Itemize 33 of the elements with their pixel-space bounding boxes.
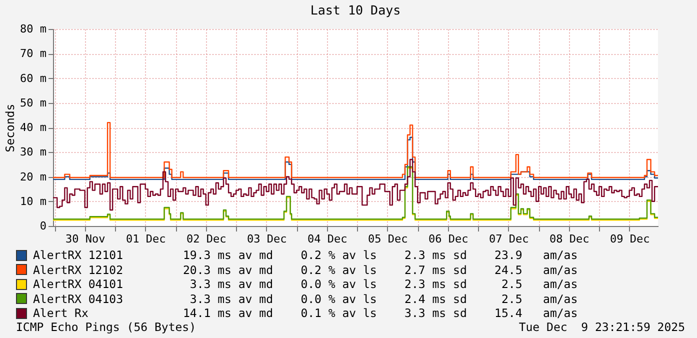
x-tick-label: 04 Dec [307,232,348,246]
y-tick-label: 50 m [20,96,47,110]
x-tick-label: 05 Dec [368,232,408,246]
y-tick-label: 0 [40,220,46,232]
y-tick-label: 30 m [20,146,47,159]
legend-label: AlertRX 04101 [33,277,124,292]
text: 14.1 ms av md 0.1 % av ls 3.3 ms sd 15.4 am/as [183,306,578,320]
x-tick-label: 07 Dec [488,232,529,246]
x-tick-label: 09 Dec [610,232,650,246]
legend-label: AlertRX 12102 [33,262,124,277]
y-tick-label: 60 m [20,72,47,85]
x-tick-label: 06 Dec [428,232,468,246]
legend-label: Alert Rx [33,306,90,320]
x-tick-label: 30 Nov [65,232,106,246]
text: 19.3 ms av md 0.2 % av ls 2.3 ms sd 23.9 am/as [183,248,578,262]
y-tick-label: 70 m [20,47,47,60]
y-tick-label: 40 m [20,121,47,134]
text: ICMP Echo Pings (56 Bytes) [16,320,196,334]
chart-title: Last 10 Days [310,2,401,18]
y-tick-label: 20 m [20,170,47,184]
y-tick-label: 80 m [20,22,47,36]
x-tick-label: 08 Dec [549,232,590,246]
x-tick-label: 01 Dec [126,232,166,246]
y-tick-label: 10 m [20,194,47,208]
legend-label: AlertRX 12101 [33,248,124,262]
y-axis-title: Seconds [3,104,18,152]
x-tick-label: 03 Dec [246,232,287,246]
legend-label: AlertRX 04103 [33,292,124,306]
x-tick-label: 02 Dec [186,232,226,246]
text: 20.3 ms av md 0.2 % av ls 2.7 ms sd 24.5 am/as [183,262,578,277]
text: Tue Dec 9 23:21:59 2025 [518,320,685,334]
text: 3.3 ms av md 0.0 % av ls 2.4 ms sd 2.5 am/as [188,292,578,306]
text: 3.3 ms av md 0.0 % av ls 2.3 ms sd 2.5 am/as [188,277,578,292]
